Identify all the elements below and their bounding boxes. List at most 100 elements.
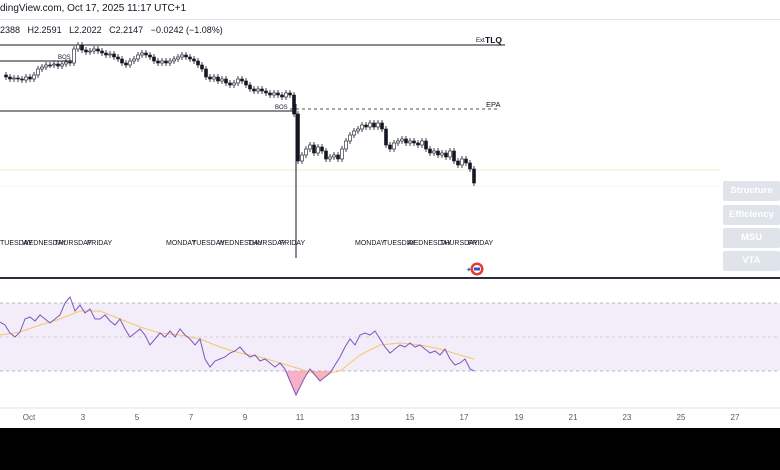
- candle-body: [368, 122, 372, 128]
- day-label: FRIDAY: [468, 240, 493, 247]
- candle-body: [112, 53, 116, 58]
- rsi-line: [0, 296, 475, 397]
- time-axis-label: 9: [242, 413, 248, 422]
- candle-body: [88, 50, 92, 53]
- candle-body: [364, 124, 368, 128]
- candle-body: [452, 150, 456, 162]
- svg-text:✦: ✦: [466, 266, 472, 274]
- bos-label-1: BOS: [58, 55, 71, 61]
- candle-body: [232, 82, 236, 86]
- pane-separator[interactable]: [0, 277, 780, 279]
- candle-body: [468, 162, 472, 170]
- candle-body: [80, 44, 84, 51]
- candle-body: [224, 78, 228, 84]
- candle-body: [404, 138, 408, 144]
- candle-body: [408, 140, 412, 144]
- candle-body: [180, 54, 184, 58]
- candle-body: [76, 44, 80, 50]
- price-chart[interactable]: BOS BOS Ext TLQ EPA TUESDAYWEDNESDAYTHUR…: [0, 19, 780, 429]
- candle-body: [320, 146, 324, 152]
- bos-label-2: BOS: [275, 105, 288, 111]
- candle-body: [264, 90, 268, 94]
- candle-body: [120, 58, 124, 64]
- candle-body: [396, 140, 400, 144]
- day-label: FRIDAY: [280, 240, 305, 247]
- candle-body: [380, 122, 384, 130]
- candle-body: [280, 94, 284, 98]
- day-label: WEDNESDAY: [22, 240, 67, 247]
- candle-body: [340, 148, 344, 160]
- candle-body: [256, 88, 260, 92]
- candle-body: [144, 52, 148, 56]
- candle-body: [304, 148, 308, 156]
- candle-body: [372, 122, 376, 128]
- vta-button[interactable]: VTA: [723, 251, 780, 271]
- candle-body: [240, 78, 244, 82]
- candle-body: [348, 134, 352, 142]
- candle-body: [276, 92, 280, 96]
- candle-body: [68, 61, 72, 64]
- time-axis-label: 11: [295, 413, 305, 422]
- candle-body: [192, 58, 196, 62]
- candle-body: [444, 152, 448, 158]
- candle-body: [388, 144, 392, 150]
- candle-body: [24, 76, 28, 81]
- candle-body: [228, 82, 232, 86]
- candle-body: [176, 56, 180, 60]
- candle-body: [92, 48, 96, 52]
- chart-area[interactable]: BOS BOS Ext TLQ EPA TUESDAY WEDNESDAY THUR…: [0, 19, 780, 429]
- candle-body: [140, 52, 144, 56]
- day-label: MONDAY: [355, 240, 386, 247]
- time-axis-label: 13: [350, 413, 360, 422]
- candle-body: [104, 52, 108, 56]
- efficiency-button[interactable]: Efficiency: [723, 205, 780, 225]
- candle-body: [436, 150, 440, 156]
- candle-body: [212, 76, 216, 80]
- time-axis-label: 21: [568, 413, 578, 422]
- candle-body: [328, 156, 332, 160]
- candle-body: [220, 78, 224, 82]
- rsi-ma-line: [0, 310, 475, 376]
- candle-body: [316, 146, 320, 154]
- candle-body: [188, 56, 192, 60]
- day-label: MONDAY: [166, 240, 197, 247]
- candle-body: [460, 158, 464, 166]
- candle-body: [8, 76, 12, 80]
- candle-body: [472, 168, 476, 184]
- time-axis-label: 17: [459, 413, 469, 422]
- structure-button[interactable]: Structure: [723, 181, 780, 201]
- candle-body: [244, 80, 248, 86]
- candle-body: [332, 154, 336, 158]
- candle-body: [236, 78, 240, 84]
- time-axis-label: 15: [405, 413, 415, 422]
- time-axis-label: Oct: [22, 413, 36, 422]
- day-label: THURSDAY: [440, 240, 478, 247]
- msu-button[interactable]: MSU: [723, 228, 780, 248]
- day-label: TUESDAY: [383, 240, 416, 247]
- candle-body: [204, 68, 208, 78]
- candle-body: [300, 154, 304, 162]
- candle-body: [20, 78, 24, 81]
- candle-body: [464, 158, 468, 164]
- candle-body: [448, 150, 452, 158]
- candle-body: [36, 68, 40, 76]
- candle-body: [100, 50, 104, 54]
- candle-body: [148, 54, 152, 58]
- ohlc-open: 2388: [0, 25, 21, 35]
- ohlc-close: C2.2147: [109, 25, 144, 35]
- ext-label: Ext: [476, 38, 485, 44]
- candle-body: [160, 60, 164, 64]
- day-label: TUESDAY: [192, 240, 225, 247]
- candle-body: [96, 48, 100, 52]
- candle-body: [32, 74, 36, 80]
- day-label: THURSDAY: [248, 240, 286, 247]
- day-label: WEDNESDAY: [218, 240, 263, 247]
- chart-title: dingView.com, Oct 17, 2025 11:17 UTC+1: [0, 3, 187, 14]
- candle-body: [164, 60, 168, 64]
- candle-body: [420, 140, 424, 146]
- candle-body: [252, 88, 256, 92]
- time-axis-label: 19: [514, 413, 524, 422]
- candle-body: [132, 58, 136, 62]
- candle-body: [296, 113, 300, 162]
